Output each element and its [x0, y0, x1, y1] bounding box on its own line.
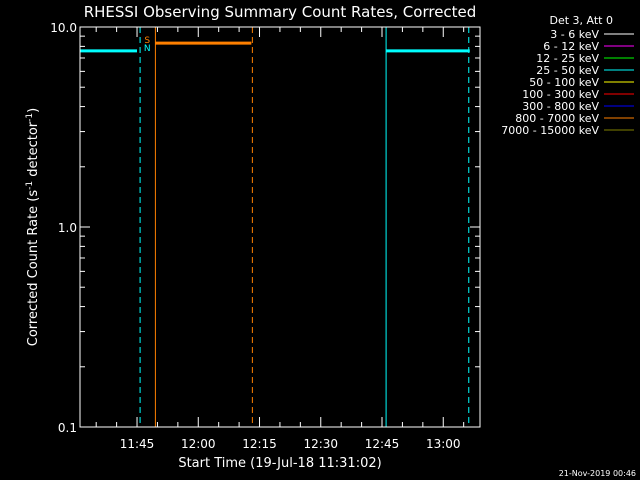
legend-label-8: 800 - 7000 keV — [515, 112, 599, 125]
x-tick-label-3: 12:30 — [303, 437, 338, 451]
y-axis-label-start: Corrected Count Rate (s — [26, 190, 41, 347]
annotation-s: S — [144, 36, 150, 46]
legend-label-6: 100 - 300 keV — [522, 88, 599, 101]
chart-title: RHESSI Observing Summary Count Rates, Co… — [84, 3, 477, 21]
y-axis-label-end: ) — [26, 108, 41, 113]
x-tick-label-1: 12:00 — [181, 437, 216, 451]
legend-label-3: 12 - 25 keV — [536, 52, 599, 65]
y-axis-label-sup-2: -1 — [25, 113, 35, 122]
x-tick-label-0: 11:45 — [120, 437, 155, 451]
x-tick-label-2: 12:15 — [242, 437, 277, 451]
x-tick-label-4: 12:45 — [365, 437, 400, 451]
y-axis-label-middle: detector — [26, 121, 41, 181]
legend-label-5: 50 - 100 keV — [529, 76, 599, 89]
legend-label-1: 3 - 6 keV — [550, 28, 599, 41]
legend-label-9: 7000 - 15000 keV — [501, 124, 599, 137]
legend-label-7: 300 - 800 keV — [522, 100, 599, 113]
y-tick-label-1: 1.0 — [58, 221, 77, 235]
y-axis-label-sup-1: -1 — [25, 181, 35, 190]
y-axis-label: Corrected Count Rate (s-1 detector-1) — [25, 108, 41, 346]
footer-date: 21-Nov-2019 00:46 — [559, 469, 636, 478]
legend-label-2: 6 - 12 keV — [543, 40, 599, 53]
axes: 0.1 1.0 10.0 11:45 12:00 12:15 12:30 12:45 13:00 — [50, 21, 480, 451]
y-tick-label-2: 10.0 — [50, 21, 77, 35]
y-tick-label-0: 0.1 — [58, 421, 77, 435]
legend-header: Det 3, Att 0 — [550, 14, 614, 27]
x-tick-label-5: 13:00 — [426, 437, 461, 451]
x-axis-label: Start Time (19-Jul-18 11:31:02) — [178, 456, 381, 471]
annotation-n: N — [144, 44, 151, 54]
legend-label-4: 25 - 50 keV — [536, 64, 599, 77]
